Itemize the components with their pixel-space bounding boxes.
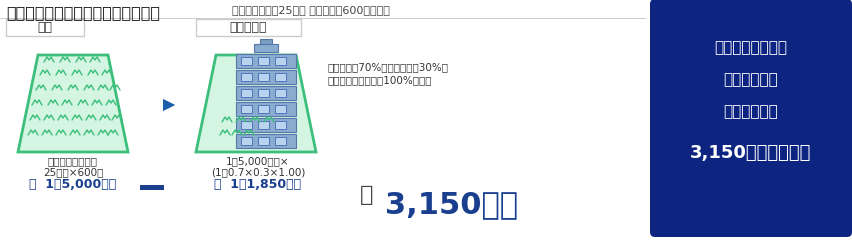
FancyBboxPatch shape (274, 137, 285, 145)
FancyBboxPatch shape (241, 137, 251, 145)
FancyBboxPatch shape (274, 89, 285, 97)
FancyBboxPatch shape (236, 70, 296, 84)
FancyBboxPatch shape (196, 19, 301, 36)
Text: 3,150万円: 3,150万円 (384, 190, 517, 219)
Text: 入居率（賃貸割合）100%の場合: 入居率（賃貸割合）100%の場合 (328, 75, 432, 85)
Text: 貸家権付地: 貸家権付地 (229, 21, 267, 34)
Text: (1－0.7×0.3×1.00): (1－0.7×0.3×1.00) (210, 167, 305, 177)
FancyBboxPatch shape (257, 57, 268, 65)
FancyBboxPatch shape (241, 73, 251, 81)
FancyBboxPatch shape (241, 121, 251, 129)
FancyBboxPatch shape (257, 121, 268, 129)
FancyBboxPatch shape (257, 105, 268, 113)
FancyBboxPatch shape (257, 137, 268, 145)
Text: 建てることで: 建てることで (722, 72, 778, 87)
FancyBboxPatch shape (254, 44, 278, 52)
FancyBboxPatch shape (236, 118, 296, 132)
FancyBboxPatch shape (274, 73, 285, 81)
FancyBboxPatch shape (649, 0, 851, 237)
FancyBboxPatch shape (236, 102, 296, 116)
Text: 1億5,000万円×: 1億5,000万円× (226, 156, 290, 166)
Text: 【事例】路線価25万円 敷地面積が600㎡の場合: 【事例】路線価25万円 敷地面積が600㎡の場合 (232, 5, 389, 15)
Text: ＝  1億1,850万円: ＝ 1億1,850万円 (214, 178, 302, 191)
Text: ＝: ＝ (360, 185, 373, 205)
Polygon shape (18, 55, 128, 152)
Text: 更地: 更地 (37, 21, 53, 34)
FancyBboxPatch shape (241, 105, 251, 113)
Text: 路線価方式で計算: 路線価方式で計算 (48, 156, 98, 166)
Text: 更地と貸家建付地の土地評価額比較: 更地と貸家建付地の土地評価額比較 (6, 5, 160, 20)
FancyBboxPatch shape (260, 39, 272, 44)
Text: 25万円×600㎡: 25万円×600㎡ (43, 167, 103, 177)
FancyBboxPatch shape (241, 89, 251, 97)
Text: 借地権割合70%、借家権割合30%、: 借地権割合70%、借家権割合30%、 (328, 62, 448, 72)
FancyBboxPatch shape (140, 185, 164, 190)
Polygon shape (196, 55, 315, 152)
FancyBboxPatch shape (236, 134, 296, 148)
FancyBboxPatch shape (274, 105, 285, 113)
Text: 3,150万円下がる！: 3,150万円下がる！ (689, 144, 811, 162)
FancyBboxPatch shape (241, 57, 251, 65)
FancyBboxPatch shape (274, 57, 285, 65)
FancyBboxPatch shape (257, 73, 268, 81)
FancyBboxPatch shape (257, 89, 268, 97)
Text: 賃貸マンションを: 賃貸マンションを (714, 40, 786, 55)
FancyBboxPatch shape (236, 54, 296, 68)
Text: 土地評価額が: 土地評価額が (722, 104, 778, 119)
FancyBboxPatch shape (274, 121, 285, 129)
FancyBboxPatch shape (6, 19, 83, 36)
FancyBboxPatch shape (236, 86, 296, 100)
Text: ＝  1億5,000万円: ＝ 1億5,000万円 (29, 178, 117, 191)
